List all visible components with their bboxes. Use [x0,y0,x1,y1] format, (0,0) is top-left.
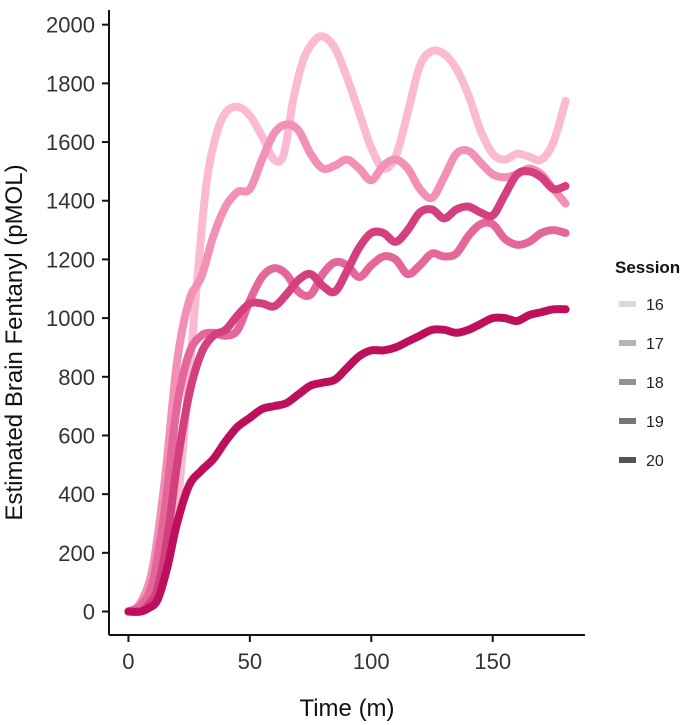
series-line-18 [124,218,570,616]
legend-label-18: 18 [646,375,664,392]
legend-label-19: 19 [646,414,664,431]
series-line-20 [124,305,570,616]
legend-title: Session [615,258,680,277]
y-axis-title: Estimated Brain Fentanyl (pMOL) [1,164,28,520]
y-tick-label: 1800 [46,71,95,96]
y-tick-label: 200 [58,541,95,566]
y-tick-label: 1400 [46,189,95,214]
x-tick-label: 150 [474,649,511,674]
x-tick-label: 0 [122,649,134,674]
legend-label-16: 16 [646,297,664,314]
series-line-17 [124,120,570,616]
legend-items: 16 17 18 19 20 [619,297,664,470]
y-tick-label: 1200 [46,247,95,272]
y-ticks: 0 200 400 600 800 1000 1200 1400 1600 1800 2000 [46,13,109,625]
y-tick-label: 600 [58,423,95,448]
legend-label-17: 17 [646,336,664,353]
x-tick-label: 100 [353,649,390,674]
x-tick-label: 50 [238,649,262,674]
y-tick-label: 1600 [46,130,95,155]
y-tick-label: 1000 [46,306,95,331]
y-tick-label: 2000 [46,13,95,38]
x-ticks: 0 50 100 150 [122,635,511,674]
y-tick-label: 400 [58,482,95,507]
legend-label-20: 20 [646,453,664,470]
series-line-16 [124,32,570,616]
plot-lines [124,32,570,616]
axes: 0 200 400 600 800 1000 1200 1400 1600 1800 2000 0 5… [1,10,585,722]
legend: Session 16 17 18 19 20 [615,258,680,470]
y-tick-label: 800 [58,365,95,390]
series-line-19 [124,167,570,616]
y-tick-label: 0 [83,600,95,625]
x-axis-title: Time (m) [299,695,394,722]
